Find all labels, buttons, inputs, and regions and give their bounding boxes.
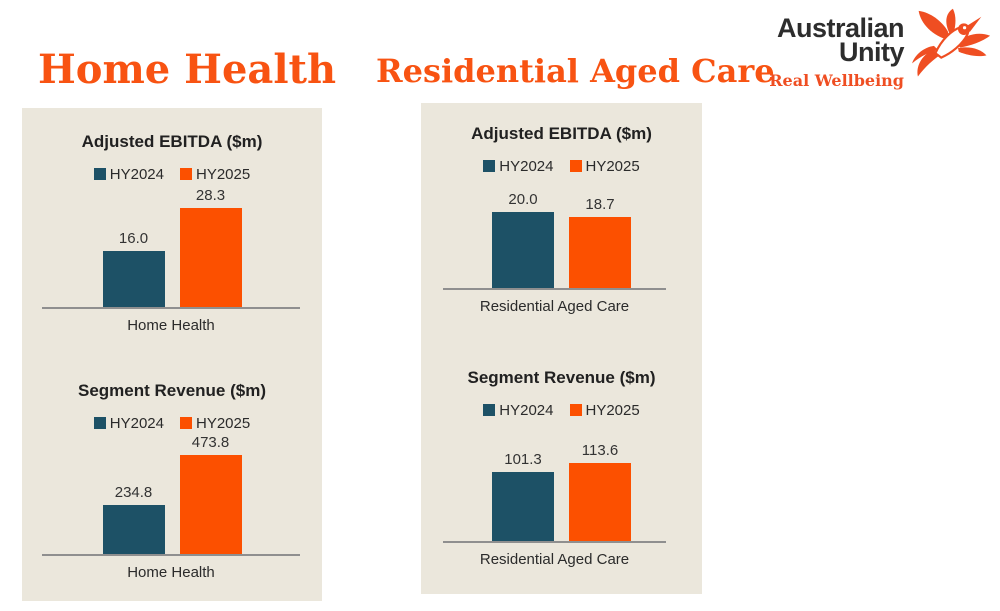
chart-rac-revenue: Segment Revenue ($m) HY2024 HY2025 101.3… [421, 368, 702, 569]
x-axis-label: Residential Aged Care [479, 551, 630, 568]
legend-label-hy2024: HY2024 [109, 414, 164, 432]
panel-residential-aged-care: Adjusted EBITDA ($m) HY2024 HY2025 20.0 … [421, 103, 702, 594]
legend-item-hy2025: HY2025 [569, 157, 640, 175]
legend-item-hy2024: HY2024 [93, 414, 164, 432]
logo-line-unity: Unity [839, 37, 904, 67]
chart-home-health-ebitda: Adjusted EBITDA ($m) HY2024 HY2025 16.0 … [22, 132, 322, 335]
section-heading-residential-aged-care: Residential Aged Care [376, 52, 775, 90]
chart-legend: HY2024 HY2025 [421, 401, 702, 419]
bar-group-hy2025: 18.7 [569, 196, 631, 288]
legend-swatch-hy2024 [93, 168, 106, 180]
legend-item-hy2024: HY2024 [483, 401, 554, 419]
chart-legend: HY2024 HY2025 [421, 157, 702, 175]
section-heading-home-health: Home Health [38, 46, 337, 93]
plot-area: 234.8 473.8 [22, 432, 322, 554]
bar-group-hy2024: 101.3 [492, 451, 554, 541]
logo-wordmark: Australian Unity Real Wellbeing [769, 13, 905, 91]
bar-group-hy2025: 113.6 [569, 442, 631, 541]
x-axis-line [443, 541, 666, 543]
x-axis-label: Residential Aged Care [479, 298, 630, 315]
bar-hy2025 [179, 455, 242, 554]
plot-area: 16.0 28.3 [22, 183, 322, 307]
legend-item-hy2025: HY2025 [180, 415, 250, 432]
bar-group-hy2024: 20.0 [492, 191, 554, 288]
legend-label-hy2024: HY2024 [499, 157, 554, 175]
bar-hy2024 [102, 251, 165, 307]
legend-label-hy2025: HY2025 [585, 157, 640, 175]
panel-home-health: Adjusted EBITDA ($m) HY2024 HY2025 16.0 … [22, 108, 322, 601]
logo-line-australian: Australian [776, 13, 905, 43]
legend-item-hy2025: HY2025 [569, 401, 640, 419]
bar-value-hy2025: 113.6 [581, 442, 619, 459]
legend-swatch-hy2025 [569, 160, 582, 172]
legend-swatch-hy2024 [483, 404, 496, 416]
chart-title: Adjusted EBITDA ($m) [81, 132, 263, 151]
legend-swatch-hy2025 [569, 404, 582, 416]
bar-hy2025 [569, 217, 631, 288]
x-axis-line [443, 288, 666, 290]
legend-item-hy2024: HY2024 [483, 157, 554, 175]
x-axis-line [42, 307, 300, 309]
bar-value-hy2025: 473.8 [191, 434, 230, 451]
bar-group-hy2024: 234.8 [102, 484, 165, 554]
legend-swatch-hy2025 [180, 417, 192, 429]
bar-value-hy2024: 20.0 [508, 191, 538, 208]
legend-label-hy2025: HY2025 [196, 165, 251, 183]
bar-hy2024 [492, 212, 554, 288]
bar-value-hy2024: 16.0 [118, 230, 149, 247]
bar-value-hy2025: 28.3 [195, 187, 226, 204]
chart-legend: HY2024 HY2025 [22, 414, 322, 432]
chart-title: Segment Revenue ($m) [467, 368, 656, 387]
legend-label-hy2025: HY2025 [196, 414, 251, 432]
bar-hy2024 [492, 472, 554, 541]
legend-label-hy2024: HY2024 [499, 401, 554, 419]
legend-item-hy2025: HY2025 [180, 166, 250, 183]
legend-swatch-hy2024 [93, 417, 106, 429]
legend-label-hy2025: HY2025 [585, 401, 640, 419]
bar-hy2025 [569, 463, 631, 541]
plot-area: 20.0 18.7 [421, 175, 702, 288]
legend-swatch-hy2024 [483, 160, 496, 172]
bar-hy2024 [102, 505, 165, 554]
chart-legend: HY2024 HY2025 [22, 165, 322, 183]
bar-value-hy2025: 18.7 [585, 196, 615, 213]
australian-unity-logo: Australian Unity Real Wellbeing [769, 8, 994, 90]
bar-group-hy2025: 473.8 [179, 434, 242, 554]
legend-swatch-hy2025 [180, 168, 192, 180]
hummingbird-icon [912, 8, 991, 77]
x-axis-label: Home Health [127, 564, 215, 581]
chart-title: Adjusted EBITDA ($m) [471, 124, 652, 143]
bar-value-hy2024: 101.3 [504, 451, 542, 468]
bar-value-hy2024: 234.8 [114, 484, 153, 501]
chart-title: Segment Revenue ($m) [78, 381, 266, 400]
chart-rac-ebitda: Adjusted EBITDA ($m) HY2024 HY2025 20.0 … [421, 124, 702, 316]
chart-home-health-revenue: Segment Revenue ($m) HY2024 HY2025 234.8… [22, 381, 322, 582]
bar-hy2025 [179, 208, 242, 307]
plot-area: 101.3 113.6 [421, 419, 702, 541]
x-axis-line [42, 554, 300, 556]
logo-tagline: Real Wellbeing [769, 71, 904, 90]
x-axis-label: Home Health [127, 317, 215, 334]
legend-label-hy2024: HY2024 [109, 165, 164, 183]
bar-group-hy2025: 28.3 [179, 187, 242, 307]
bar-group-hy2024: 16.0 [102, 230, 165, 307]
legend-item-hy2024: HY2024 [93, 165, 164, 183]
